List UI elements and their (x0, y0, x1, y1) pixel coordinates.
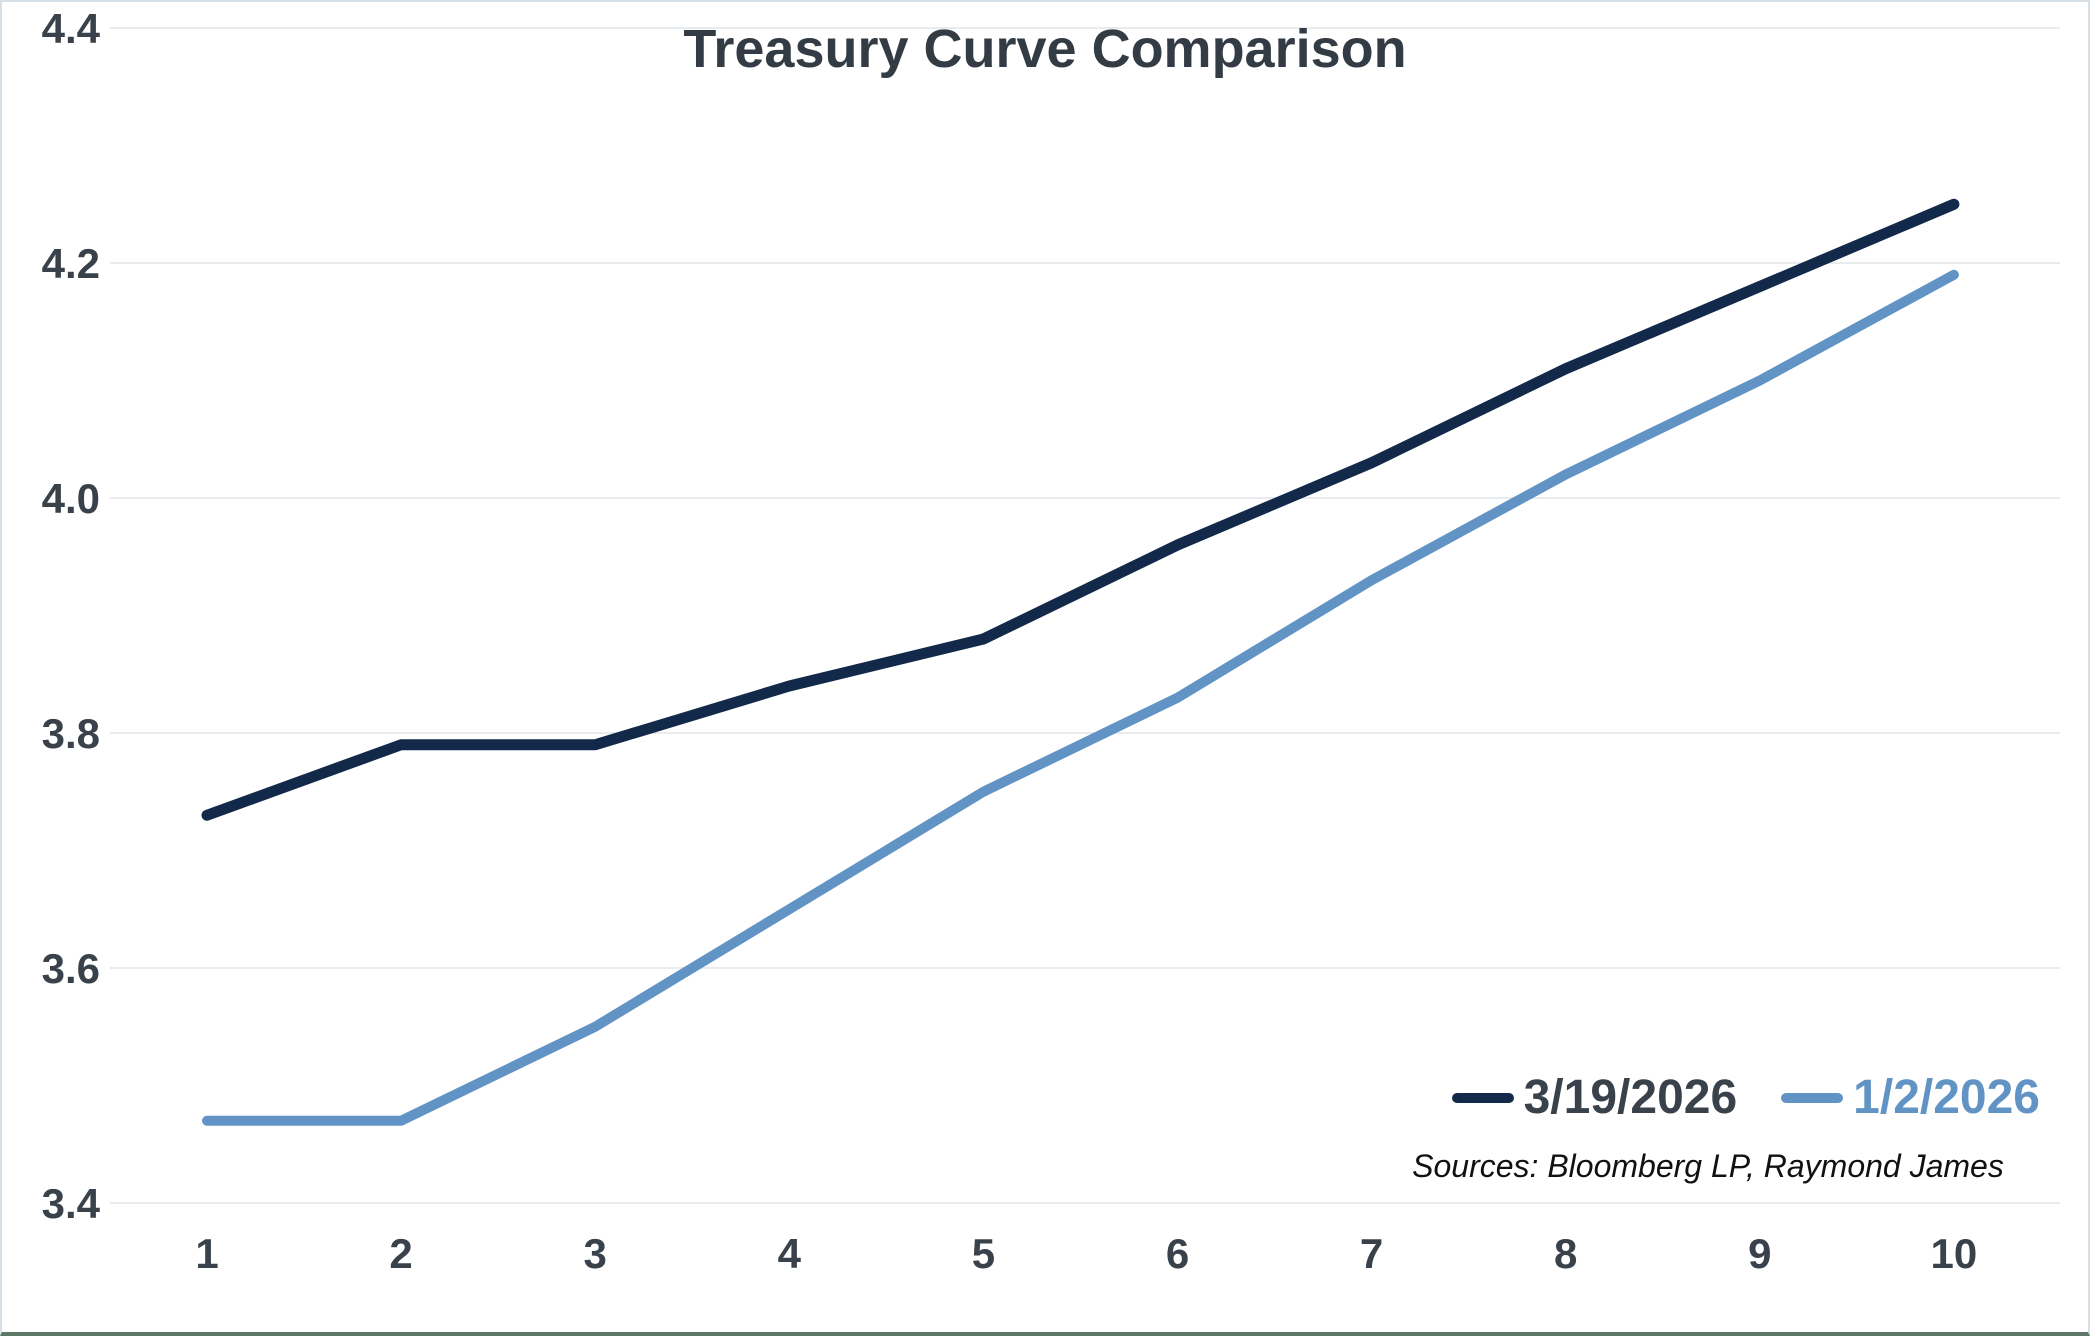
legend-item-series-1: 3/19/2026 (1451, 1071, 1738, 1124)
y-tick-label: 3.4 (42, 1180, 101, 1227)
x-tick-label: 5 (972, 1230, 995, 1277)
source-note: Sources: Bloomberg LP, Raymond James (1412, 1148, 2004, 1184)
series-line-2 (202, 269, 1959, 1126)
legend: 3/19/2026 1/2/2026 (1451, 1071, 2040, 1124)
y-tick-label: 4.0 (42, 475, 100, 522)
legend-line-swatch-dark (1451, 1093, 1514, 1103)
y-tick-label: 4.4 (42, 5, 101, 52)
legend-line-swatch-light (1781, 1093, 1844, 1103)
y-tick-label: 4.2 (42, 240, 100, 287)
x-tick-label: 9 (1748, 1230, 1771, 1277)
legend-item-series-2: 1/2/2026 (1781, 1074, 2040, 1122)
x-tick-label: 6 (1166, 1230, 1189, 1277)
x-tick-label: 3 (584, 1230, 607, 1277)
legend-label-series-2: 1/2/2026 (1853, 1071, 2040, 1124)
x-tick-label: 8 (1554, 1230, 1577, 1277)
x-tick-label: 2 (389, 1230, 412, 1277)
chart-title: Treasury Curve Comparison (683, 19, 1407, 79)
x-tick-label: 10 (1931, 1230, 1978, 1277)
x-tick-label: 4 (778, 1230, 802, 1277)
x-tick-label: 1 (195, 1230, 218, 1277)
x-tick-label: 7 (1360, 1230, 1383, 1277)
y-tick-label: 3.8 (42, 710, 100, 757)
y-tick-label: 3.6 (42, 945, 100, 992)
legend-label-series-1: 3/19/2026 (1523, 1071, 1738, 1124)
series-line-1 (201, 198, 1960, 821)
